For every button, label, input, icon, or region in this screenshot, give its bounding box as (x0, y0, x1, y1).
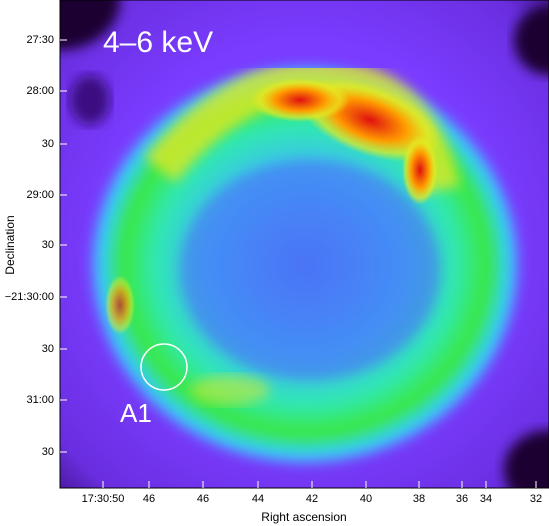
y-tick-label: 30 (42, 239, 54, 251)
x-tick-label: 34 (480, 493, 492, 505)
x-axis-title: Right ascension (261, 510, 346, 524)
y-tick-label: 30 (42, 138, 54, 150)
x-tick-label: 44 (252, 493, 264, 505)
x-tick-label: 32 (530, 493, 542, 505)
y-axis-title: Declination (3, 215, 17, 274)
x-tick-label: 42 (306, 493, 318, 505)
frame (59, 0, 549, 489)
region-circle (140, 343, 188, 391)
x-tick-label: 38 (413, 493, 425, 505)
x-tick-label: 36 (456, 493, 468, 505)
y-tick-label: 30 (42, 446, 54, 458)
x-tick-label: 17:30:50 (82, 493, 125, 505)
tick-labels: 17:30:50 46 46 44 42 40 38 36 34 32 27:30 28:00 30 29… (5, 34, 542, 505)
x-tick-label: 46 (197, 493, 209, 505)
y-tick-label: −21:30:00 (5, 291, 54, 303)
y-tick-label: 31:00 (26, 394, 54, 406)
energy-label: 4–6 keV (103, 26, 213, 59)
y-tick-label: 30 (42, 343, 54, 355)
x-tick-label: 40 (360, 493, 372, 505)
y-tick-label: 27:30 (26, 34, 54, 46)
region-label: A1 (120, 398, 152, 428)
y-tick-label: 28:00 (26, 85, 54, 97)
x-ray-image (60, 0, 549, 488)
x-tick-label: 46 (143, 493, 155, 505)
y-tick-label: 29:00 (26, 189, 54, 201)
